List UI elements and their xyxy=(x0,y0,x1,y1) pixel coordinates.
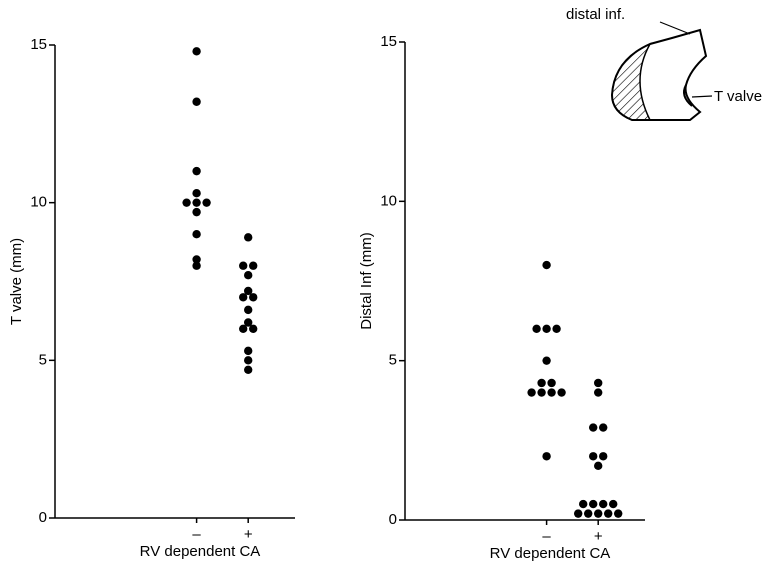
x-tick-label: + xyxy=(594,528,603,545)
data-point xyxy=(244,233,253,242)
data-point xyxy=(542,324,551,333)
data-point xyxy=(542,452,551,461)
data-point xyxy=(249,324,258,333)
data-point xyxy=(537,388,546,397)
y-tick-label: 0 xyxy=(39,509,47,526)
y-tick-label: 5 xyxy=(389,352,397,369)
y-tick-label: 10 xyxy=(30,194,47,211)
data-point xyxy=(584,509,593,518)
data-point xyxy=(552,324,561,333)
y-axis-label: T valve (mm) xyxy=(8,238,25,325)
y-tick-label: 15 xyxy=(380,33,397,50)
data-point xyxy=(574,509,583,518)
data-point xyxy=(192,255,201,264)
data-point xyxy=(192,230,201,239)
data-point xyxy=(192,189,201,198)
x-tick-label: + xyxy=(244,526,253,543)
data-point xyxy=(614,509,623,518)
data-point xyxy=(244,318,253,327)
data-point xyxy=(599,499,608,509)
data-point xyxy=(527,388,536,397)
x-axis-label: RV dependent CA xyxy=(490,545,611,562)
data-point xyxy=(239,293,248,302)
data-point xyxy=(244,346,253,356)
annotation: distal inf. xyxy=(566,6,625,23)
data-point xyxy=(604,509,613,518)
data-point xyxy=(244,270,253,280)
data-point xyxy=(547,388,556,397)
data-point xyxy=(192,47,201,56)
data-point xyxy=(557,388,566,397)
data-point xyxy=(239,324,248,333)
data-point xyxy=(589,423,598,432)
data-point xyxy=(192,166,201,176)
data-point xyxy=(537,378,546,388)
data-point xyxy=(594,388,603,397)
y-tick-label: 10 xyxy=(380,192,397,209)
data-point xyxy=(249,293,258,302)
data-point xyxy=(599,452,608,461)
data-point xyxy=(244,286,253,296)
data-point xyxy=(599,423,608,432)
data-point xyxy=(192,261,201,270)
y-tick-label: 0 xyxy=(389,511,397,528)
y-tick-label: 15 xyxy=(30,36,47,53)
data-point xyxy=(579,499,588,509)
data-point xyxy=(589,499,598,509)
data-point xyxy=(547,378,556,388)
data-point xyxy=(532,324,541,333)
data-point xyxy=(249,261,258,270)
x-tick-label: – xyxy=(192,526,201,543)
data-point xyxy=(609,499,618,509)
data-point xyxy=(542,260,551,270)
x-axis-label: RV dependent CA xyxy=(140,543,261,560)
annotation: T valve xyxy=(714,88,762,105)
x-tick-label: – xyxy=(542,528,551,545)
data-point xyxy=(594,378,603,388)
data-point xyxy=(182,198,191,207)
data-point xyxy=(594,509,603,518)
data-point xyxy=(542,356,551,365)
data-point xyxy=(589,452,598,461)
data-point xyxy=(244,356,253,365)
data-point xyxy=(244,305,253,315)
y-tick-label: 5 xyxy=(39,351,47,368)
data-point xyxy=(594,461,603,471)
data-point xyxy=(192,198,201,207)
inset-diagram: distal inf. T valve xyxy=(566,6,762,121)
data-point xyxy=(244,365,253,374)
data-point xyxy=(202,198,211,207)
data-point xyxy=(192,97,201,106)
data-point xyxy=(239,261,248,270)
data-point xyxy=(192,207,201,217)
y-axis-label: Distal Inf (mm) xyxy=(358,232,375,330)
